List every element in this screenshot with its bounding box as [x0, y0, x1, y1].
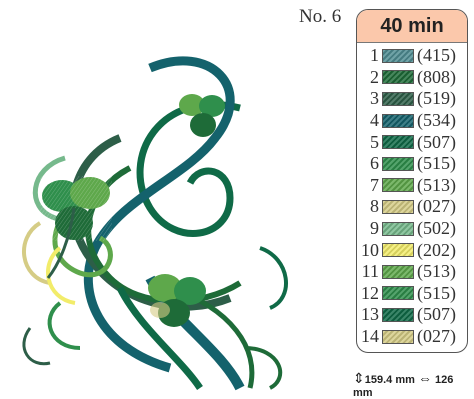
thread-code: (507) — [417, 131, 456, 152]
design-height: 159.4 mm — [364, 374, 415, 386]
thread-code: (513) — [417, 174, 456, 195]
thread-code: (534) — [417, 110, 456, 131]
thread-code: (507) — [417, 304, 456, 325]
thread-code: (515) — [417, 153, 456, 174]
thread-color-row: 4 (534) — [357, 110, 467, 132]
thread-swatch — [382, 286, 414, 301]
color-index: 1 — [370, 45, 379, 66]
thread-swatch — [382, 48, 414, 63]
embroidery-design-preview — [0, 48, 305, 391]
thread-swatch — [382, 329, 414, 344]
color-index: 11 — [361, 261, 379, 282]
thread-color-list: 1 (415) 2 (808) 3 (519) 4 (534) 5 (507) 6 (515) 7 (51… — [357, 43, 467, 347]
thread-color-row: 12 (515) — [357, 283, 467, 305]
thread-swatch — [382, 178, 414, 193]
thread-swatch — [382, 243, 414, 258]
thread-color-row: 11 (513) — [357, 261, 467, 283]
thread-color-row: 10 (202) — [357, 239, 467, 261]
thread-swatch — [382, 70, 414, 85]
color-index: 13 — [361, 304, 379, 325]
color-index: 7 — [370, 174, 379, 195]
thread-swatch — [382, 156, 414, 171]
thread-color-row: 3 (519) — [357, 88, 467, 110]
thread-code: (415) — [417, 45, 456, 66]
thread-swatch — [382, 221, 414, 236]
color-index: 9 — [370, 218, 379, 239]
thread-swatch — [382, 91, 414, 106]
thread-code: (027) — [417, 326, 456, 347]
design-number-label: No. 6 — [299, 6, 342, 27]
color-index: 2 — [370, 66, 379, 87]
thread-code: (808) — [417, 66, 456, 87]
thread-color-row: 14 (027) — [357, 326, 467, 348]
thread-swatch — [382, 307, 414, 322]
shamrock-swirl-illustration — [22, 56, 288, 391]
thread-code: (513) — [417, 261, 456, 282]
thread-code: (519) — [417, 88, 456, 109]
thread-code: (515) — [417, 282, 456, 303]
thread-code: (202) — [417, 239, 456, 260]
thread-color-row: 7 (513) — [357, 175, 467, 197]
thread-color-row: 5 (507) — [357, 131, 467, 153]
color-index: 4 — [370, 110, 379, 131]
thread-code: (502) — [417, 218, 456, 239]
thread-color-row: 2 (808) — [357, 67, 467, 89]
color-index: 8 — [370, 196, 379, 217]
color-index: 5 — [370, 131, 379, 152]
vertical-arrows-icon: ⇕ — [353, 370, 365, 386]
thread-color-row: 6 (515) — [357, 153, 467, 175]
thread-swatch — [382, 264, 414, 279]
thread-color-row: 8 (027) — [357, 196, 467, 218]
horizontal-arrows-icon: ⇔ — [417, 370, 432, 386]
thread-code: (027) — [417, 196, 456, 217]
color-index: 3 — [370, 88, 379, 109]
color-index: 14 — [361, 326, 379, 347]
thread-color-row: 9 (502) — [357, 218, 467, 240]
thread-color-panel: 40 min 1 (415) 2 (808) 3 (519) 4 (534) 5 (507) 6 (5… — [356, 9, 468, 353]
color-index: 6 — [370, 153, 379, 174]
thread-swatch — [382, 199, 414, 214]
stitch-time-header: 40 min — [357, 10, 467, 43]
thread-swatch — [382, 135, 414, 150]
thread-color-row: 1 (415) — [357, 45, 467, 67]
thread-swatch — [382, 113, 414, 128]
thread-color-row: 13 (507) — [357, 304, 467, 326]
design-dimensions: ⇕159.4 mm ⇔ 126 mm — [353, 370, 474, 399]
color-index: 12 — [361, 282, 379, 303]
color-index: 10 — [361, 239, 379, 260]
